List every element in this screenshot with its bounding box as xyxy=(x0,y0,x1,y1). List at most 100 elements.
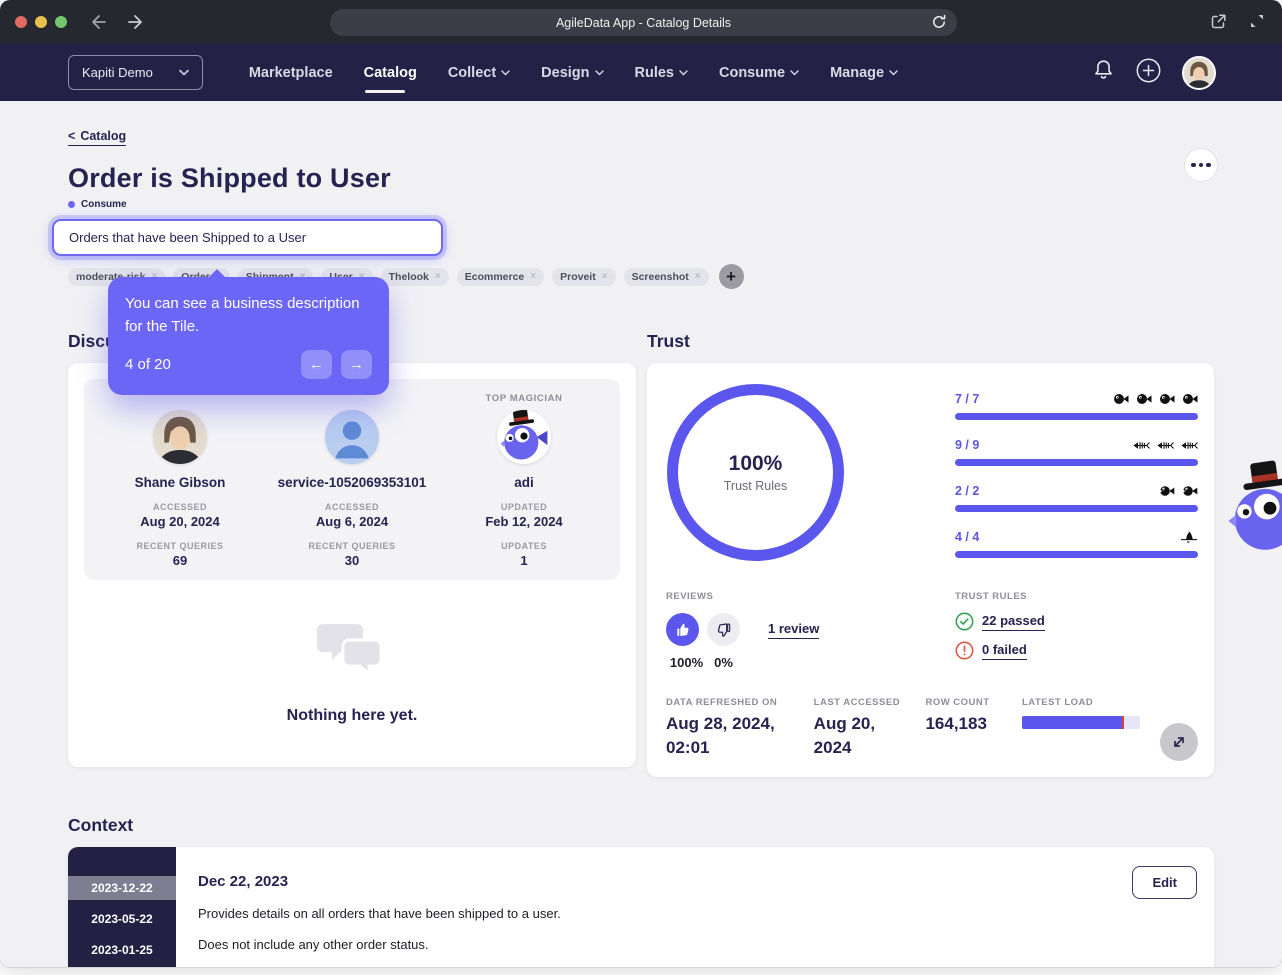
tag-thelook[interactable]: Thelook × xyxy=(380,267,449,286)
shark-fin-icon xyxy=(1181,531,1197,542)
context-heading: Context xyxy=(68,815,134,835)
remove-tag-icon[interactable]: × xyxy=(434,271,441,282)
row-count-value: 164,183 xyxy=(925,714,987,733)
tour-text: You can see a business description for t… xyxy=(125,295,360,336)
thumbs-up-button[interactable] xyxy=(666,613,699,646)
remove-tag-icon[interactable]: × xyxy=(601,271,608,282)
more-options-button[interactable] xyxy=(1184,148,1218,182)
app-navbar: Kapiti Demo Marketplace Catalog Collect … xyxy=(0,44,1282,101)
add-tag-button[interactable]: + xyxy=(718,264,744,289)
latest-load-progress xyxy=(1021,716,1140,729)
profile-name: service-1052069353101 xyxy=(277,475,427,490)
last-accessed-value: Aug 20, 2024 xyxy=(813,714,876,757)
workspace-selector[interactable]: Kapiti Demo xyxy=(68,55,203,90)
tour-tooltip: You can see a business description for t… xyxy=(108,269,389,395)
trust-bar-row: 2 / 2 xyxy=(955,484,1198,512)
edit-context-button[interactable]: Edit xyxy=(1132,866,1197,899)
profile-name: Shane Gibson xyxy=(134,475,226,490)
ellipsis-icon xyxy=(1191,162,1196,168)
chevron-down-icon xyxy=(889,69,898,75)
arrow-right-icon: → xyxy=(349,355,364,373)
empty-state-text: Nothing here yet. xyxy=(286,707,418,724)
tag-proveit[interactable]: Proveit × xyxy=(552,267,616,286)
check-circle-icon xyxy=(955,612,974,631)
nav-item-consume[interactable]: Consume xyxy=(719,59,799,87)
tag-screenshot[interactable]: Screenshot × xyxy=(623,267,709,286)
address-bar[interactable]: AgileData App - Catalog Details xyxy=(330,9,957,36)
shane-avatar xyxy=(153,410,207,464)
puffer-fish-icon xyxy=(1183,394,1198,404)
zoom-window-button[interactable] xyxy=(55,16,67,28)
context-date-item[interactable]: 2023-05-22 xyxy=(91,912,153,926)
breadcrumb-label: Catalog xyxy=(80,129,127,143)
user-avatar[interactable] xyxy=(1182,55,1216,90)
nav-item-catalog[interactable]: Catalog xyxy=(364,59,417,93)
minimize-window-button[interactable] xyxy=(35,16,47,28)
chevron-down-icon xyxy=(790,69,799,75)
tour-next-button[interactable]: → xyxy=(341,349,372,379)
remove-tag-icon[interactable]: × xyxy=(151,271,157,282)
context-entry-line: Provides details on all orders that have… xyxy=(198,906,561,921)
remove-tag-icon[interactable]: × xyxy=(359,271,365,282)
description-input[interactable]: Orders that have been Shipped to a User xyxy=(52,219,443,256)
context-entry-title: Dec 22, 2023 xyxy=(198,873,289,890)
remove-tag-icon[interactable]: × xyxy=(300,271,306,282)
nav-item-manage[interactable]: Manage xyxy=(830,59,898,87)
nav-item-rules[interactable]: Rules xyxy=(635,59,689,87)
profile-service-account[interactable]: service-1052069353101 ACCESSED Aug 6, 20… xyxy=(270,393,435,580)
nav-item-collect[interactable]: Collect xyxy=(448,59,510,87)
fish-mascot xyxy=(1222,455,1282,560)
trust-bar-fill xyxy=(955,551,1198,558)
close-window-button[interactable] xyxy=(15,16,27,28)
browser-titlebar: AgileData App - Catalog Details xyxy=(0,0,1282,44)
failed-rules-link[interactable]: 0 failed xyxy=(982,642,1027,660)
thumbs-down-button[interactable] xyxy=(707,613,740,646)
workspace-name: Kapiti Demo xyxy=(82,65,153,80)
chevron-down-icon xyxy=(679,69,688,75)
back-icon[interactable] xyxy=(89,14,107,30)
context-date-item[interactable]: 2023-12-22 xyxy=(68,876,176,900)
fish-bone-icon xyxy=(1181,441,1198,449)
expand-diagonal-icon xyxy=(1174,737,1184,747)
expand-trust-button[interactable] xyxy=(1160,723,1198,761)
open-in-new-icon[interactable] xyxy=(1209,12,1228,36)
review-count-link[interactable]: 1 review xyxy=(768,621,820,639)
trust-stats-row: DATA REFRESHED ON Aug 28, 2024, 02:01 LA… xyxy=(666,697,1154,760)
profile-name: adi xyxy=(514,475,534,490)
arrow-left-icon: ← xyxy=(309,355,324,373)
breadcrumb[interactable]: < Catalog xyxy=(68,129,127,146)
notifications-bell-icon[interactable] xyxy=(1092,58,1115,87)
context-date-item[interactable]: 2023-01-25 xyxy=(91,943,153,957)
profile-shane-gibson[interactable]: Shane Gibson ACCESSED Aug 20, 2024 RECEN… xyxy=(98,393,263,580)
reload-icon[interactable] xyxy=(930,13,948,34)
chat-bubbles-icon xyxy=(315,624,389,690)
tour-step-counter: 4 of 20 xyxy=(125,355,171,373)
top-magician-label: TOP MAGICIAN xyxy=(485,393,563,404)
trust-score-ring: 100% Trust Rules xyxy=(667,384,844,561)
tag-ecommerce[interactable]: Ecommerce × xyxy=(456,267,545,286)
fish-icon xyxy=(1159,486,1175,496)
remove-tag-icon[interactable]: × xyxy=(530,271,537,282)
nav-item-marketplace[interactable]: Marketplace xyxy=(248,64,333,81)
window-controls xyxy=(15,16,67,28)
puffer-fish-icon xyxy=(1137,394,1152,404)
profile-adi[interactable]: TOP MAGICIAN xyxy=(442,393,607,580)
trust-bar-row: 4 / 4 xyxy=(955,530,1198,558)
add-new-icon[interactable] xyxy=(1135,57,1162,89)
forward-icon[interactable] xyxy=(127,14,145,30)
page-title: Order is Shipped to User xyxy=(68,163,391,193)
chevron-down-icon xyxy=(501,69,510,75)
fullscreen-icon[interactable] xyxy=(1248,12,1266,36)
fish-icon xyxy=(1182,486,1198,496)
passed-rules-link[interactable]: 22 passed xyxy=(982,613,1045,631)
fish-bone-icon xyxy=(1133,441,1150,449)
tour-prev-button[interactable]: ← xyxy=(301,349,332,379)
nav-item-design[interactable]: Design xyxy=(541,59,604,87)
puffer-fish-icon xyxy=(1114,394,1129,404)
trust-bar-row: 9 / 9 xyxy=(955,438,1198,466)
trust-heading: Trust xyxy=(647,331,690,351)
down-vote-percent: 0% xyxy=(714,655,733,670)
trust-score: 100% xyxy=(728,452,783,475)
remove-tag-icon[interactable]: × xyxy=(694,271,701,282)
context-dates-rail: 2023-12-22 2023-05-22 2023-01-25 xyxy=(68,847,176,967)
